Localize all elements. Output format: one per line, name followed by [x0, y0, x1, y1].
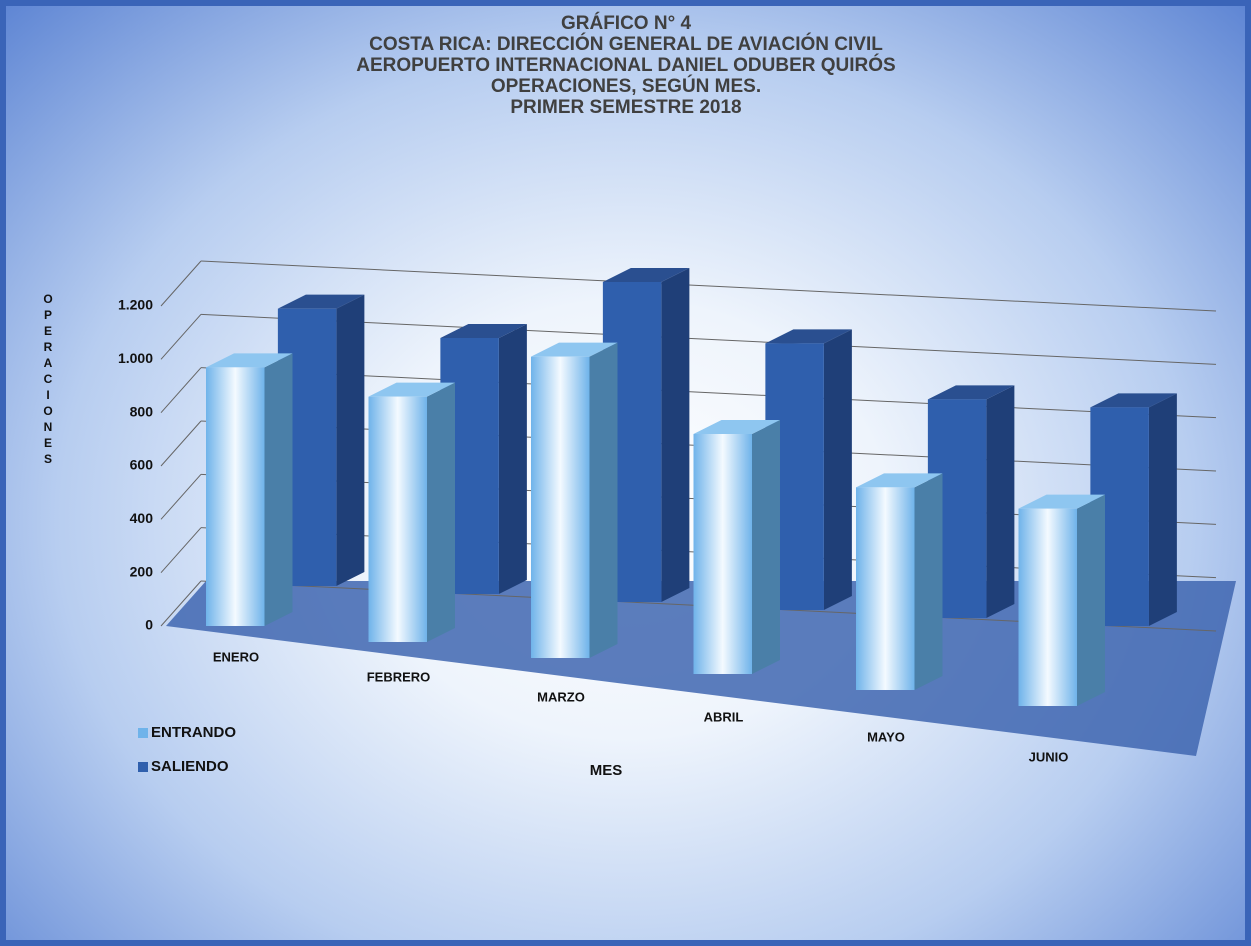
- grid-line: [160, 527, 202, 573]
- x-tick-label: MAYO: [867, 729, 905, 744]
- y-tick-label: 1.200: [118, 297, 153, 313]
- x-tick-label: FEBRERO: [367, 669, 431, 684]
- bar-top: [440, 324, 527, 338]
- legend-marker: [138, 728, 148, 738]
- grid-line: [200, 367, 1217, 419]
- grid-line: [200, 260, 1217, 312]
- bar-side: [498, 324, 527, 594]
- y-tick-label: 600: [130, 457, 154, 473]
- bar-top: [277, 294, 365, 309]
- x-tick-label: JUNIO: [1029, 749, 1069, 764]
- bar-group: [206, 353, 293, 626]
- grid-line: [160, 580, 202, 627]
- grid-line: [160, 367, 202, 413]
- chart-title: GRÁFICO N° 4: [561, 12, 691, 34]
- x-tick-label: ENERO: [213, 649, 259, 664]
- bar-top: [1018, 494, 1105, 509]
- bar-side: [264, 353, 293, 626]
- y-tick-label: 200: [130, 563, 154, 579]
- bar-side: [752, 420, 780, 674]
- bar: [368, 396, 427, 642]
- bar-group: [693, 420, 780, 674]
- bar-top: [531, 342, 618, 357]
- grid-line: [160, 260, 202, 307]
- y-tick-label: 0: [145, 617, 153, 633]
- bar-side: [823, 329, 852, 610]
- bar-side: [589, 342, 618, 658]
- bar-group: [531, 342, 618, 658]
- bar-top: [368, 382, 455, 397]
- bar-top: [927, 385, 1015, 400]
- legend-label: ENTRANDO: [151, 724, 236, 741]
- bar-top: [1090, 393, 1177, 408]
- chart-title: AEROPUERTO INTERNACIONAL DANIEL ODUBER Q…: [356, 54, 895, 76]
- bar-side: [1077, 494, 1105, 706]
- y-tick-label: 1.000: [118, 350, 153, 366]
- bar-side: [986, 385, 1015, 618]
- bar-side: [336, 294, 365, 586]
- grid-line: [160, 314, 202, 360]
- x-axis-title: MES: [590, 762, 623, 779]
- grid-line: [160, 474, 202, 520]
- bar-group: [856, 473, 943, 690]
- bar-top: [765, 329, 852, 344]
- bar-top: [602, 268, 690, 282]
- bar: [1018, 508, 1077, 706]
- y-tick-label: 400: [130, 510, 154, 526]
- bar: [693, 434, 752, 674]
- chart-title: COSTA RICA: DIRECCIÓN GENERAL DE AVIACIÓ…: [369, 33, 883, 55]
- x-tick-label: ABRIL: [704, 709, 744, 724]
- bar: [531, 356, 590, 658]
- bar-side: [1148, 393, 1177, 626]
- bar-top: [693, 420, 780, 434]
- bar-side: [427, 382, 455, 642]
- bar-side: [914, 473, 943, 690]
- bar: [206, 367, 265, 626]
- grid-line: [160, 420, 202, 467]
- bar-top: [206, 353, 293, 368]
- bar-top: [856, 473, 943, 488]
- y-tick-label: 800: [130, 403, 154, 419]
- bar-group: [368, 382, 455, 642]
- grid-line: [200, 313, 1217, 365]
- legend-label: SALIENDO: [151, 758, 229, 775]
- legend-marker: [138, 762, 148, 772]
- x-tick-label: MARZO: [537, 689, 585, 704]
- bar: [856, 487, 915, 690]
- bar-group: [1018, 494, 1105, 706]
- chart-title: PRIMER SEMESTRE 2018: [510, 97, 741, 118]
- chart-title: OPERACIONES, SEGÚN MES.: [491, 75, 761, 97]
- bar-side: [661, 268, 690, 602]
- y-axis-title: OPERACIONES: [41, 292, 55, 468]
